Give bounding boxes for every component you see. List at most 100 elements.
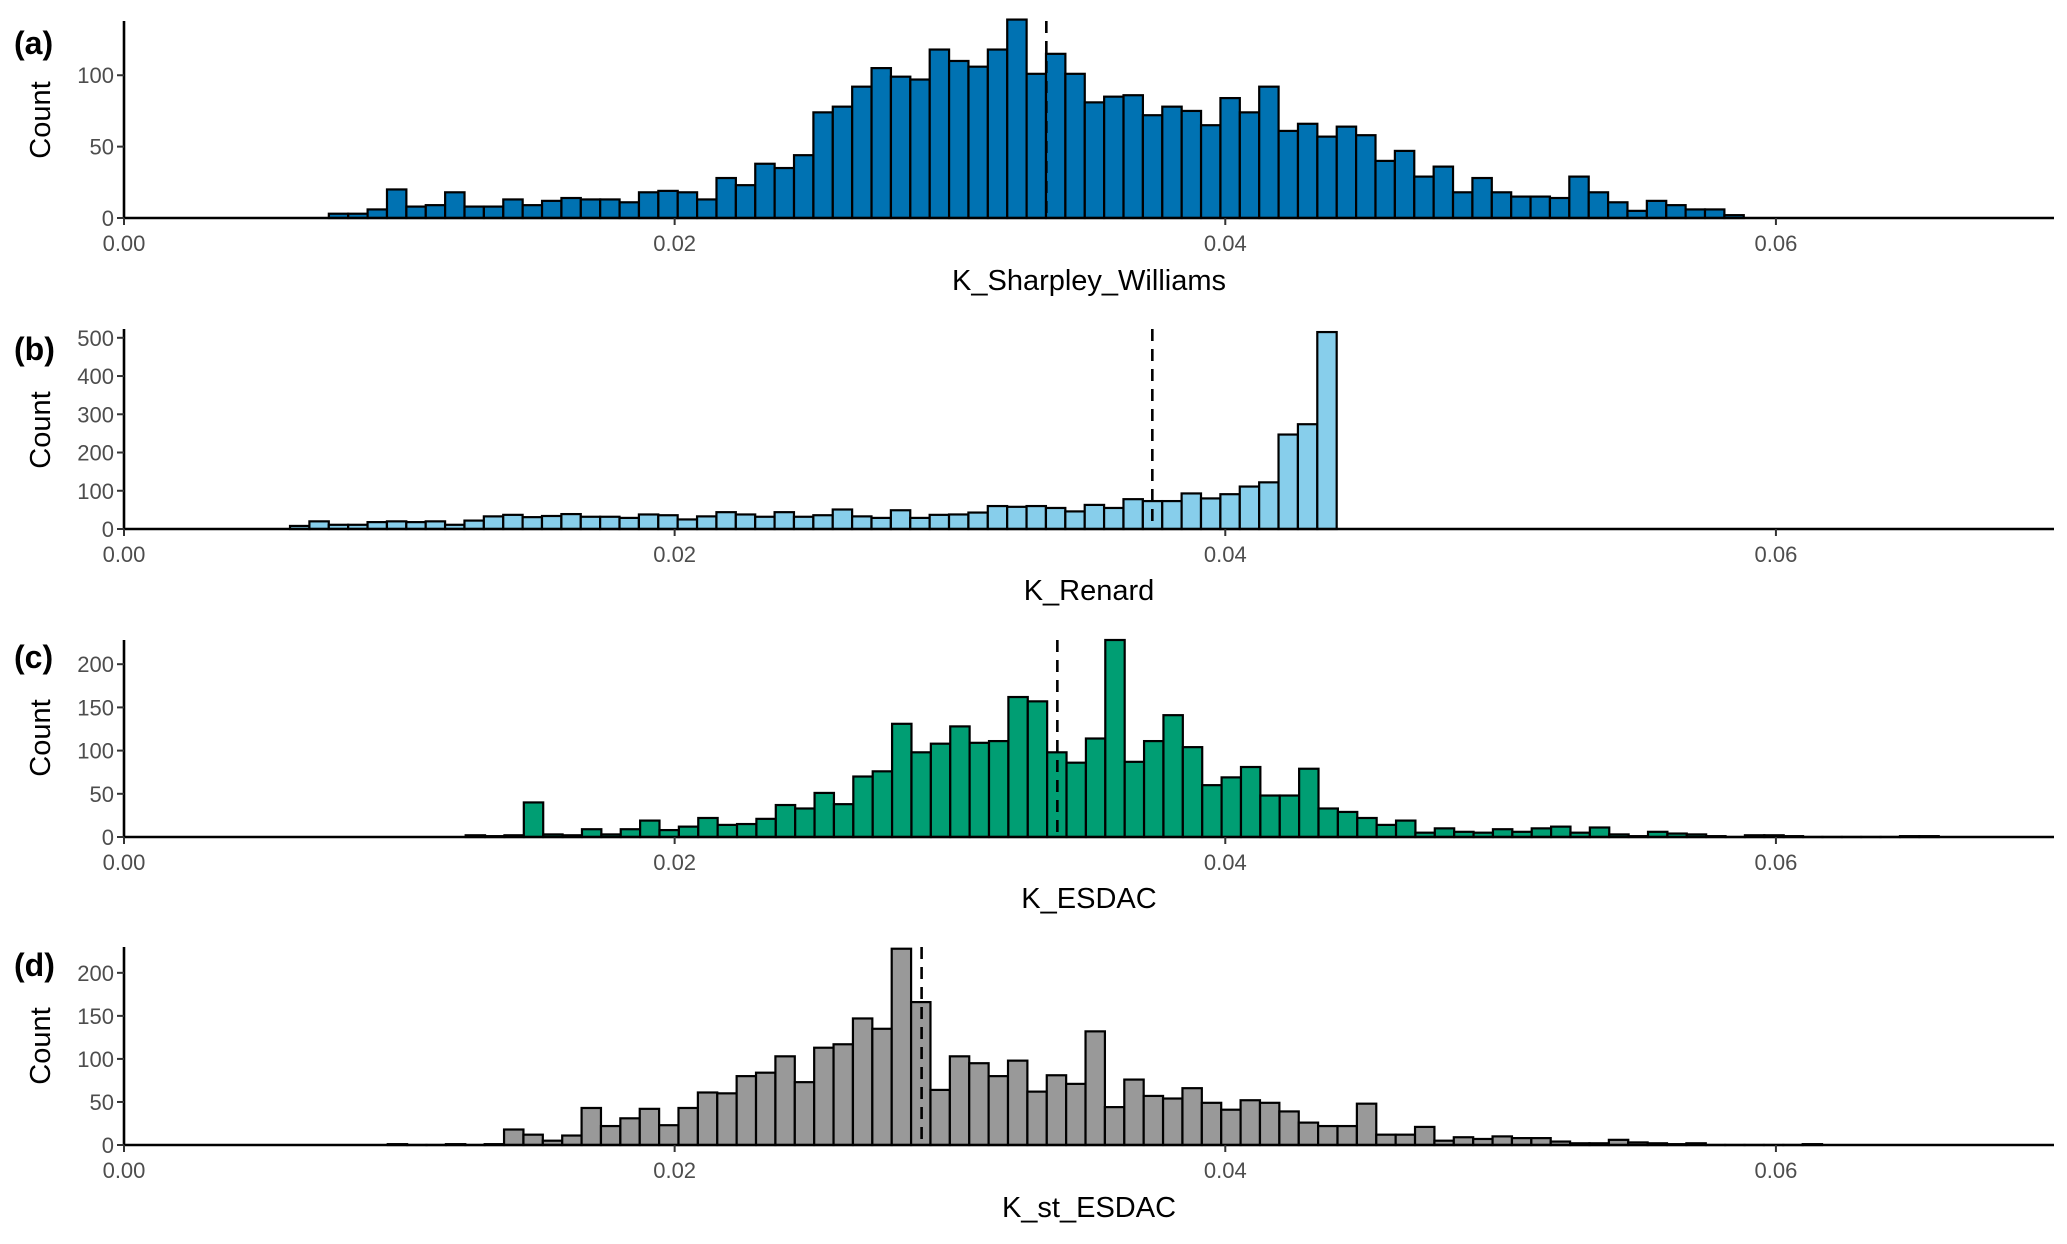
histogram-bar (870, 516, 892, 531)
histogram-bar (695, 515, 718, 531)
histogram-bar (1025, 72, 1048, 220)
histogram-bar (715, 511, 737, 531)
histogram-bar (657, 514, 679, 531)
histogram-bar (755, 817, 777, 839)
histogram-bar (871, 770, 894, 839)
histogram-bar (677, 1106, 699, 1147)
histogram-bar (1103, 95, 1125, 220)
histogram-bar (1394, 819, 1417, 839)
x-tick-label: 0.00 (103, 231, 146, 256)
panel-label: (a) (14, 25, 53, 61)
histogram-bar (385, 188, 408, 220)
histogram-bar (1549, 825, 1572, 839)
histogram-bar (851, 85, 873, 220)
histogram-bar (734, 184, 757, 220)
histogram-bar (1258, 1101, 1281, 1147)
histogram-bar (1045, 1074, 1068, 1147)
histogram-bar (1297, 1121, 1320, 1147)
y-axis-title: Count (25, 699, 57, 776)
histogram-bar (676, 518, 699, 531)
panel-a: (a) Count K_Sharpley_Williams 0.00 0.02 0.… (14, 18, 2054, 297)
y-tick-label: 300 (77, 402, 114, 427)
histogram-bar (929, 742, 952, 839)
histogram-bar (754, 515, 776, 531)
histogram-bar (521, 516, 544, 531)
histogram-bar (1296, 423, 1319, 531)
histogram-bar (1587, 191, 1610, 220)
histogram-bar (831, 105, 854, 220)
histogram-bar (889, 509, 912, 531)
histogram-bar (599, 1124, 622, 1147)
histogram-bar (773, 511, 796, 531)
y-axis-title: Count (25, 81, 57, 158)
histogram-bar (1336, 1124, 1358, 1147)
histogram-bar (812, 514, 834, 531)
x-tick-label: 0.06 (1755, 231, 1798, 256)
histogram-bar (697, 816, 719, 839)
x-tick-label: 0.00 (103, 542, 146, 567)
x-axis-title: K_ESDAC (1021, 883, 1156, 915)
histogram-bar (1239, 1099, 1262, 1147)
y-tick-label: 400 (77, 364, 114, 389)
histogram-bar (639, 819, 661, 839)
histogram-bar (1238, 111, 1261, 220)
histogram-bar (1123, 760, 1146, 839)
histogram-bar (1026, 1090, 1048, 1147)
histogram-bar (1317, 1124, 1339, 1147)
histogram-bar (1238, 485, 1261, 531)
histogram-bar (986, 48, 1009, 220)
histogram-bar (754, 162, 776, 220)
histogram-bar (774, 1055, 796, 1147)
histogram-bar (909, 516, 931, 531)
y-tick-label: 0 (102, 1133, 114, 1158)
histogram-bar (1510, 195, 1532, 220)
histogram-bar (1413, 1125, 1436, 1147)
panel-b: (b) Count K_Renard 0.00 0.02 0.04 0.06 0 100 2… (14, 326, 2054, 607)
histogram-bar (560, 512, 582, 531)
y-tick-label: 150 (77, 1004, 114, 1029)
histogram-bar (949, 725, 971, 839)
histogram-bar (735, 1075, 758, 1147)
histogram-bar (579, 515, 602, 531)
histogram-bar (1432, 165, 1455, 220)
histogram-bar (967, 65, 989, 220)
histogram-bar (1065, 761, 1088, 839)
histogram-bar (1529, 195, 1552, 220)
histogram-bar (638, 1107, 661, 1147)
panel-label: (c) (14, 639, 53, 675)
histogram-bar (1278, 794, 1301, 839)
x-tick-label: 0.06 (1755, 850, 1798, 875)
y-tick-label: 150 (77, 695, 114, 720)
histogram-bar (793, 1081, 816, 1147)
histogram-bar (870, 67, 893, 220)
histogram-bar (1083, 503, 1106, 531)
histogram-bar (1296, 122, 1319, 220)
histogram-bar (947, 513, 970, 531)
x-tick-label: 0.00 (103, 1158, 146, 1183)
histogram-bar (502, 198, 524, 220)
y-tick-label: 50 (90, 135, 114, 160)
histogram-bar (1122, 94, 1145, 220)
histogram-bar (1142, 739, 1165, 839)
histogram-bar (599, 198, 621, 220)
histogram-bar (1025, 504, 1048, 531)
histogram-bar (1336, 810, 1359, 839)
histogram-bar (735, 822, 758, 839)
panel-c: (c) Count K_ESDAC 0.00 0.02 0.04 0.06 0 50 100… (14, 638, 2054, 915)
histogram-bar (832, 803, 855, 839)
histogram-bar (754, 1071, 777, 1147)
histogram-bar (1006, 505, 1028, 531)
histogram-bar (773, 166, 796, 220)
histogram-bar (463, 205, 485, 220)
histogram-bar (1084, 737, 1107, 839)
x-tick-label: 0.02 (653, 542, 696, 567)
x-tick-label: 0.06 (1755, 1158, 1798, 1183)
histogram-bar (1490, 191, 1513, 220)
histogram-bar (948, 1055, 971, 1147)
histogram-bar (967, 511, 989, 531)
histogram-bar (987, 739, 1010, 839)
histogram-bar (968, 1062, 990, 1147)
histogram-bar (1665, 204, 1687, 220)
histogram-bar (1258, 85, 1280, 220)
histogram-bar (676, 191, 699, 220)
